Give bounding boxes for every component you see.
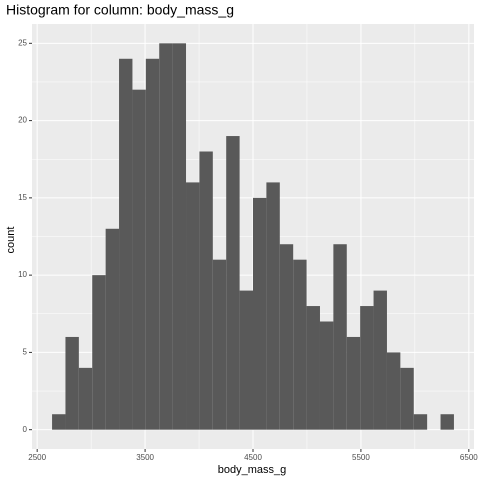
bar bbox=[105, 228, 120, 430]
bar bbox=[400, 367, 414, 430]
x-tick-label: 5500 bbox=[352, 453, 370, 462]
bar bbox=[159, 43, 173, 430]
x-tick-label: 3500 bbox=[136, 453, 154, 462]
y-tick-label: 15 bbox=[18, 193, 27, 202]
bar bbox=[212, 259, 227, 430]
y-axis-label: count bbox=[5, 227, 17, 254]
bar bbox=[293, 259, 307, 430]
bar bbox=[92, 275, 106, 430]
y-tick-label: 5 bbox=[23, 348, 28, 357]
bar bbox=[373, 290, 387, 430]
x-axis-label: body_mass_g bbox=[218, 464, 287, 476]
bar bbox=[132, 89, 146, 430]
bar bbox=[266, 182, 280, 430]
bar bbox=[386, 352, 401, 430]
bar bbox=[333, 244, 347, 430]
bar bbox=[52, 414, 66, 430]
bar bbox=[78, 367, 93, 430]
bar bbox=[65, 336, 79, 430]
x-tick-label: 6500 bbox=[460, 453, 478, 462]
bar bbox=[239, 290, 253, 430]
bar bbox=[360, 306, 374, 430]
chart-title: Histogram for column: body_mass_g bbox=[6, 2, 234, 18]
bar bbox=[226, 136, 240, 430]
x-tick-label: 4500 bbox=[244, 453, 262, 462]
bar bbox=[145, 58, 160, 430]
bar bbox=[306, 306, 320, 430]
x-tick-label: 2500 bbox=[28, 453, 46, 462]
bar bbox=[199, 151, 213, 430]
bar bbox=[413, 414, 428, 430]
y-tick-label: 0 bbox=[23, 425, 28, 434]
bar bbox=[346, 336, 361, 430]
bar bbox=[319, 321, 334, 430]
y-tick-label: 25 bbox=[18, 38, 27, 47]
bar bbox=[172, 43, 187, 430]
y-tick-label: 10 bbox=[18, 270, 27, 279]
y-tick-label: 20 bbox=[18, 116, 27, 125]
bar bbox=[186, 182, 200, 430]
bar bbox=[253, 197, 267, 430]
bar bbox=[119, 58, 133, 430]
bar bbox=[440, 414, 454, 430]
bar bbox=[279, 244, 294, 430]
